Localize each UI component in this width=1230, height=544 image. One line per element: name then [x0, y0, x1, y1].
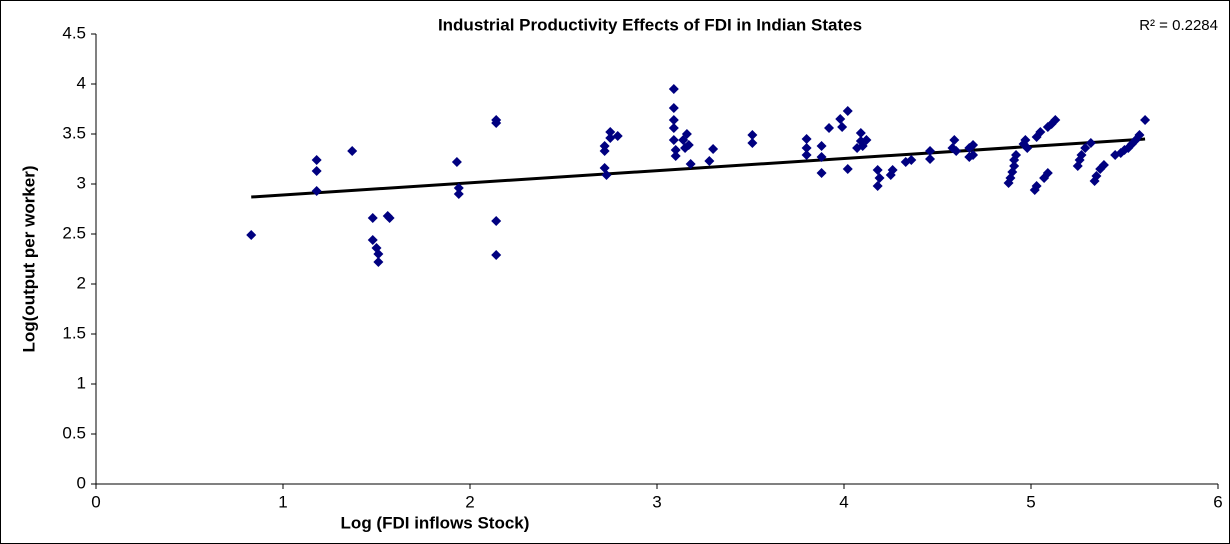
data-point [816, 168, 827, 178]
data-point [668, 135, 679, 145]
r-squared-annotation: R² = 0.2284 [1139, 17, 1218, 34]
data-point [612, 131, 623, 141]
data-point [968, 140, 979, 150]
data-point [1022, 143, 1033, 153]
data-point [668, 103, 679, 113]
data-point [373, 257, 384, 267]
data-point [968, 150, 979, 160]
data-point [491, 216, 502, 226]
y-tick-label: 1.5 [62, 323, 86, 342]
data-point [668, 115, 679, 125]
x-tick-label: 2 [465, 492, 474, 511]
data-point [347, 146, 358, 156]
data-point [668, 84, 679, 94]
data-point [491, 250, 502, 260]
data-point [311, 166, 322, 176]
data-point [872, 181, 883, 191]
data-point [451, 157, 462, 167]
data-point [1098, 160, 1109, 170]
x-tick-label: 5 [1026, 492, 1035, 511]
y-tick-label: 3 [77, 173, 86, 192]
x-tick-label: 1 [278, 492, 287, 511]
y-tick-label: 0.5 [62, 423, 86, 442]
data-point [683, 140, 694, 150]
data-point [311, 186, 322, 196]
data-point [1140, 115, 1151, 125]
data-point [816, 152, 827, 162]
data-point [747, 138, 758, 148]
data-point [906, 155, 917, 165]
data-point [605, 127, 616, 137]
x-tick-label: 0 [91, 492, 100, 511]
y-tick-label: 2 [77, 273, 86, 292]
x-tick-label: 4 [839, 492, 848, 511]
data-point [1050, 115, 1061, 125]
data-point [704, 156, 715, 166]
data-point [708, 144, 719, 154]
data-point [925, 146, 936, 156]
data-point [1035, 127, 1046, 137]
data-point [599, 163, 610, 173]
data-point [1031, 181, 1042, 191]
data-point [887, 165, 898, 175]
data-point [373, 249, 384, 259]
x-tick-label: 3 [652, 492, 661, 511]
data-point [670, 145, 681, 155]
trendline [251, 137, 1146, 199]
data-point [1042, 168, 1053, 178]
y-tick-label: 3.5 [62, 123, 86, 142]
data-point [601, 170, 612, 180]
data-point [311, 155, 322, 165]
data-point [670, 151, 681, 161]
x-axis-label: Log (FDI inflows Stock) [341, 513, 530, 532]
data-point [801, 134, 812, 144]
data-point [925, 154, 936, 164]
data-point [1076, 150, 1087, 160]
y-tick-label: 0 [77, 473, 86, 492]
data-point [668, 123, 679, 133]
data-point [491, 118, 502, 128]
data-point [949, 135, 960, 145]
data-point [685, 159, 696, 169]
data-point [835, 114, 846, 124]
data-point [1011, 150, 1022, 160]
data-point [1080, 143, 1091, 153]
data-point [842, 164, 853, 174]
data-point [1085, 138, 1096, 148]
y-tick-label: 1 [77, 373, 86, 392]
data-point [872, 165, 883, 175]
data-point [605, 133, 616, 143]
data-point [367, 235, 378, 245]
data-point [384, 213, 395, 223]
y-tick-label: 4 [77, 73, 86, 92]
data-point [681, 129, 692, 139]
data-point [816, 141, 827, 151]
x-tick-label: 6 [1213, 492, 1222, 511]
y-tick-label: 4.5 [62, 23, 86, 42]
data-point [824, 123, 835, 133]
data-point [1009, 161, 1020, 171]
data-point [747, 130, 758, 140]
data-point [861, 135, 872, 145]
data-point [1134, 130, 1145, 140]
data-point [855, 128, 866, 138]
data-point [874, 173, 885, 183]
y-axis-label: Log(output per worker) [19, 166, 38, 353]
data-point [837, 122, 848, 132]
data-point [367, 213, 378, 223]
data-point [1020, 135, 1031, 145]
data-point [1091, 171, 1102, 181]
data-point [453, 183, 464, 193]
data-point [246, 230, 257, 240]
data-point [801, 150, 812, 160]
data-point [801, 143, 812, 153]
y-tick-label: 2.5 [62, 223, 86, 242]
data-point [842, 106, 853, 116]
data-point [951, 146, 962, 156]
chart-title: Industrial Productivity Effects of FDI i… [438, 15, 862, 34]
data-point [453, 189, 464, 199]
data-point [599, 141, 610, 151]
